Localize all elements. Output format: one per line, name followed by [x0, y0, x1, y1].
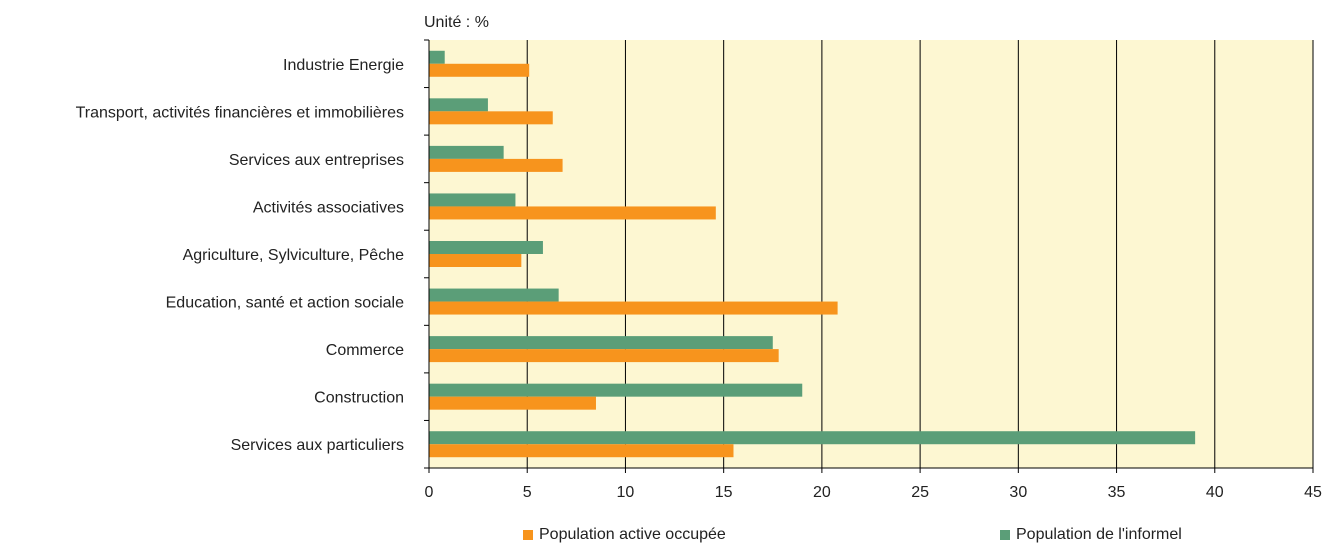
x-tick-label: 25 — [911, 484, 929, 501]
category-label: Industrie Energie — [283, 57, 404, 74]
legend-item-active: Population active occupée — [523, 526, 726, 544]
bar-active — [429, 111, 553, 125]
category-label: Services aux entreprises — [229, 152, 404, 169]
x-tick-label: 5 — [523, 484, 532, 501]
category-label: Education, santé et action sociale — [166, 295, 404, 312]
x-tick-label: 20 — [813, 484, 831, 501]
bar-informal — [429, 383, 803, 397]
category-label: Commerce — [326, 342, 404, 359]
x-tick-label: 35 — [1108, 484, 1126, 501]
bar-active — [429, 444, 734, 458]
category-label: Construction — [314, 390, 404, 407]
legend-item-informal: Population de l'informel — [1000, 526, 1182, 544]
bar-informal — [429, 336, 773, 350]
x-tick-label: 45 — [1304, 484, 1322, 501]
bar-active — [429, 158, 563, 172]
bar-informal — [429, 193, 516, 207]
legend-swatch-active — [523, 530, 533, 540]
bar-active — [429, 349, 779, 363]
legend-label-active: Population active occupée — [539, 526, 726, 543]
bar-active — [429, 206, 716, 220]
bar-informal — [429, 241, 543, 254]
x-tick-label: 15 — [715, 484, 733, 501]
bar-informal — [429, 431, 1196, 445]
legend-swatch-informal — [1000, 530, 1010, 540]
category-label: Agriculture, Sylviculture, Pêche — [183, 247, 405, 264]
legend-label-informal: Population de l'informel — [1016, 526, 1182, 543]
bar-chart: Industrie Energie Transport, activités fi… — [76, 39, 1322, 501]
bar-informal — [429, 288, 559, 302]
category-label: Transport, activités financières et immo… — [76, 104, 404, 121]
x-tick-label: 0 — [425, 484, 434, 501]
bar-active — [429, 396, 596, 410]
x-tick-label: 30 — [1009, 484, 1027, 501]
unit-label: Unité : % — [424, 14, 489, 31]
bar-active — [429, 301, 838, 315]
bar-informal — [429, 98, 488, 112]
bar-informal — [429, 50, 445, 64]
x-tick-label: 10 — [617, 484, 635, 501]
bar-informal — [429, 145, 504, 159]
bar-active — [429, 63, 530, 77]
category-label: Services aux particuliers — [231, 437, 404, 454]
category-label: Activités associatives — [253, 199, 404, 216]
x-tick-label: 40 — [1206, 484, 1224, 501]
bar-active — [429, 254, 522, 267]
